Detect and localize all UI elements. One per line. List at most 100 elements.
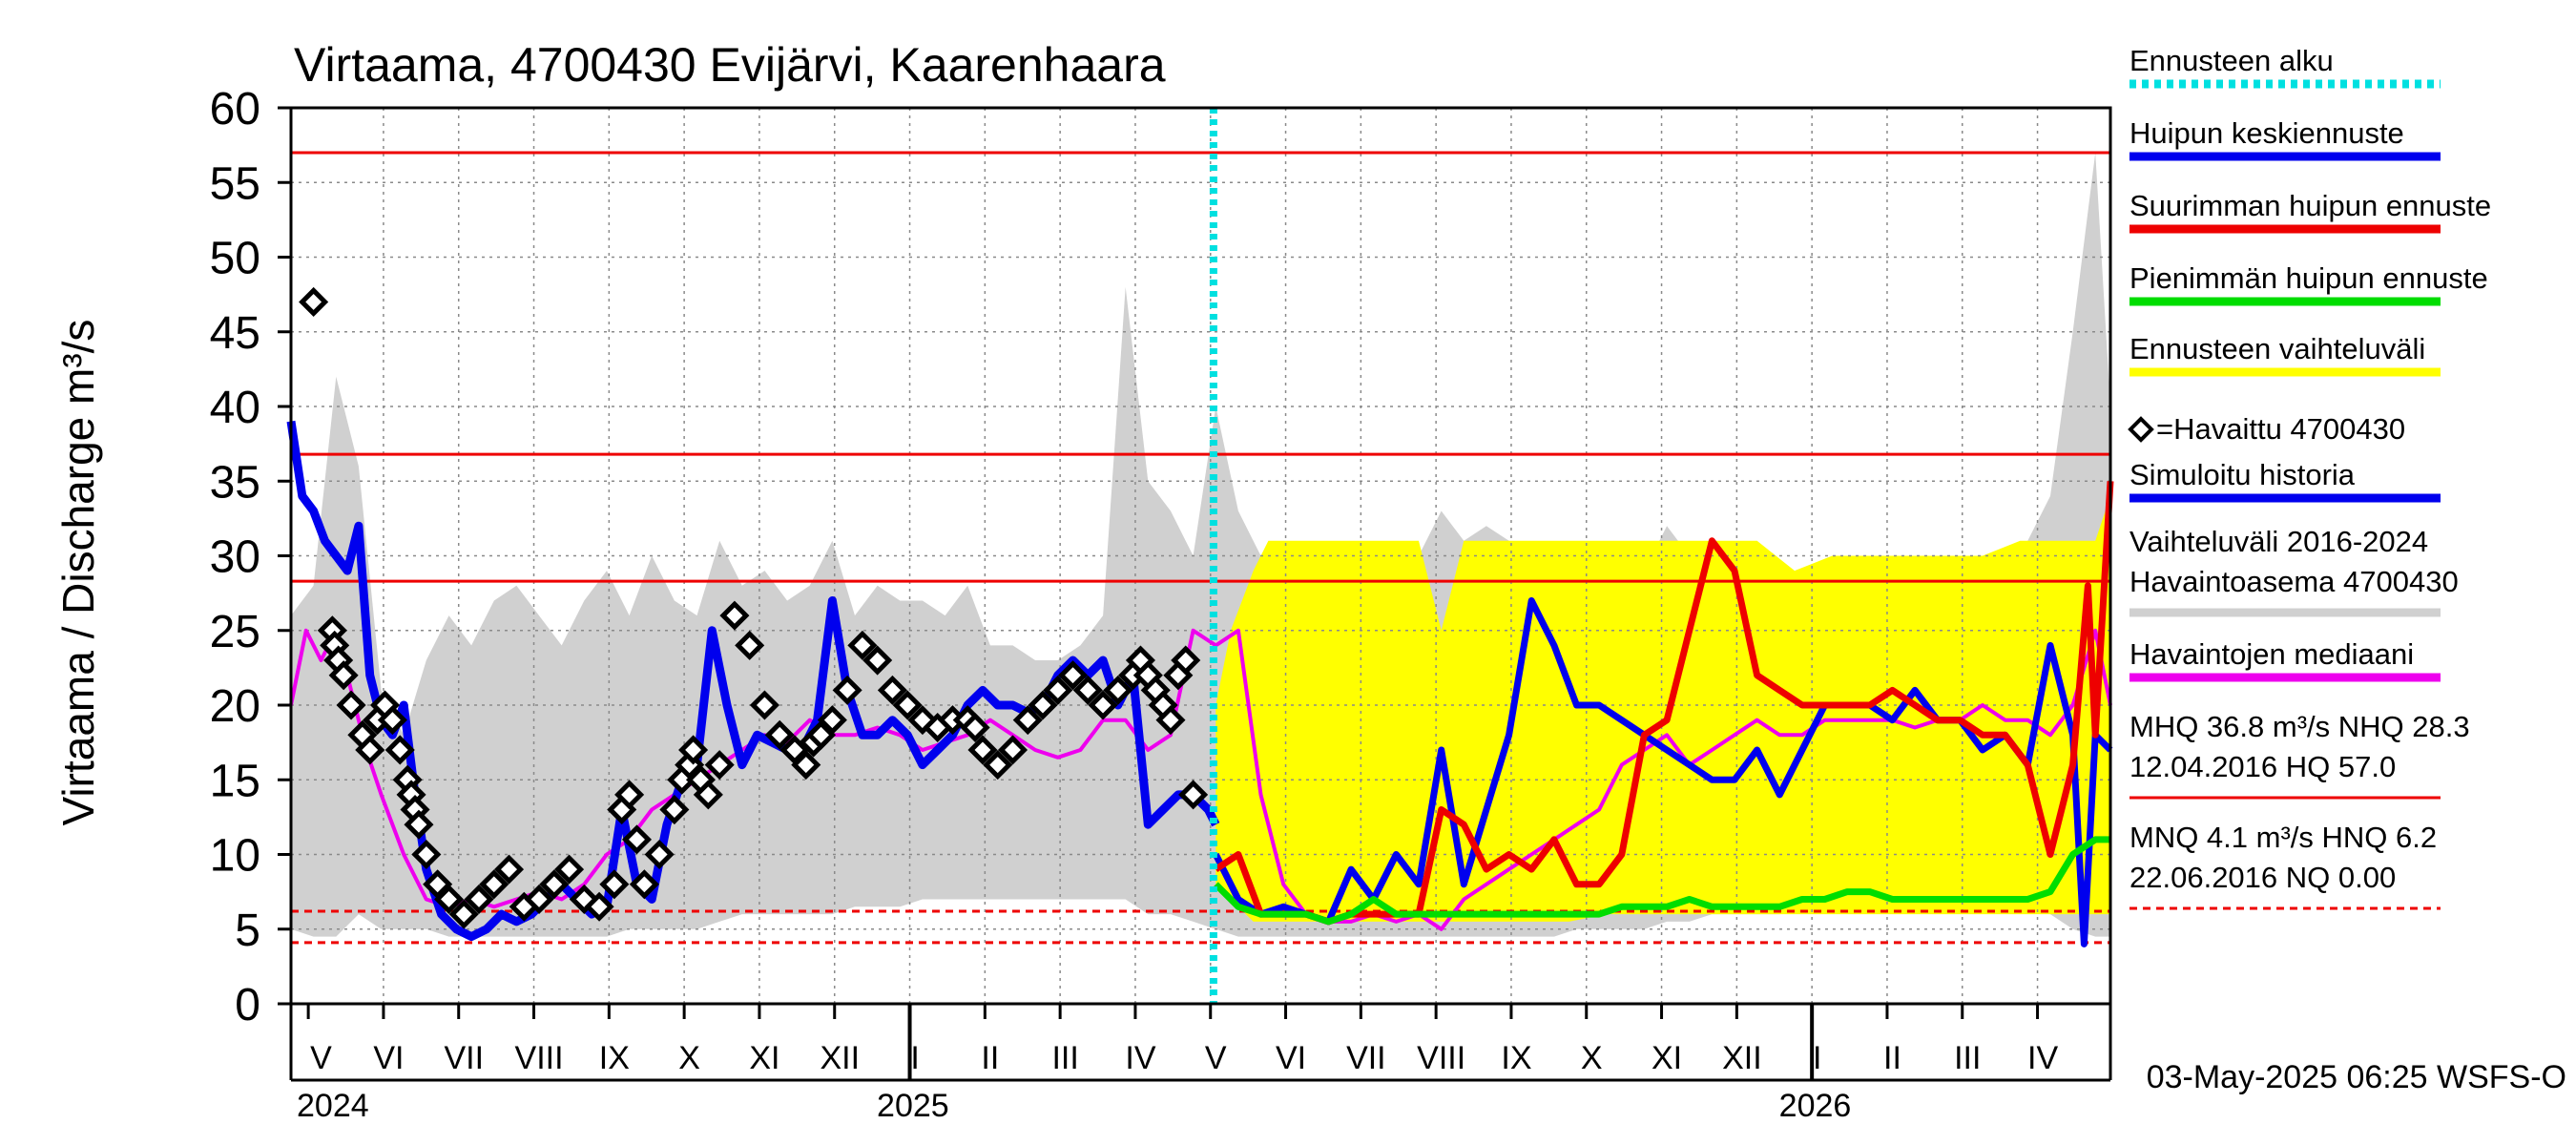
x-month-label-11: IV [1125, 1040, 1155, 1076]
observed-point-56 [907, 705, 938, 736]
observed-point-5 [336, 690, 366, 720]
observed-point-53 [862, 645, 893, 676]
x-month-label-12: V [1205, 1040, 1227, 1076]
observed-point-70 [1103, 675, 1133, 705]
observed-point-7 [355, 735, 385, 765]
observed-point-54 [877, 675, 907, 705]
x-month-label-7: XII [820, 1040, 860, 1076]
observed-point-10 [377, 705, 407, 736]
legend-label-0: Ennusteen alku [2129, 44, 2334, 77]
observed-point-4 [328, 660, 359, 691]
x-month-label-0: V [310, 1040, 332, 1076]
observed-point-15 [404, 809, 434, 840]
x-axis-ticks: V VI VII VIII IX X XI XII I II III IV V VI VII VIII IX X X… [297, 1004, 2058, 1124]
y-tick-label-3: 15 [210, 756, 260, 806]
observed-point-24 [524, 884, 554, 914]
series-line-4 [1213, 836, 2110, 926]
observed-point-45 [764, 719, 795, 750]
legend: Ennusteen alku Huipun keskiennuste Suurimm… [2128, 44, 2491, 910]
x-month-label-16: IX [1501, 1040, 1531, 1076]
y-tick-label-2: 10 [210, 831, 260, 882]
y-tick-label-12: 60 [210, 84, 260, 135]
x-month-label-21: II [1883, 1040, 1901, 1076]
observed-point-31 [614, 780, 645, 810]
observed-point-61 [967, 735, 998, 765]
observed-point-67 [1058, 660, 1089, 691]
chart-title: Virtaama, 4700430 Evijärvi, Kaarenhaara [294, 38, 1166, 92]
series-line-2 [1213, 597, 2113, 947]
observed-point-38 [678, 735, 709, 765]
y-tick-label-7: 35 [210, 457, 260, 508]
series-line-3 [1214, 481, 2114, 926]
observed-point-47 [791, 750, 821, 781]
observed-point-33 [629, 869, 659, 900]
x-month-label-5: X [678, 1040, 700, 1076]
timestamp-footer: 03-May-2025 06:25 WSFS-O [2147, 1059, 2566, 1095]
legend-label-4: Ennusteen vaihteluväli [2129, 332, 2425, 365]
observed-point-41 [704, 750, 735, 781]
y-tick-label-6: 30 [210, 532, 260, 583]
observed-point-55 [892, 690, 923, 720]
observed-point-11 [384, 735, 415, 765]
x-month-label-8: I [910, 1040, 919, 1076]
observed-point-26 [554, 854, 585, 885]
observed-point-52 [847, 630, 878, 660]
x-month-label-22: III [1954, 1040, 1981, 1076]
y-tick-label-1: 5 [235, 906, 260, 956]
x-month-label-14: VII [1346, 1040, 1386, 1076]
observed-point-35 [659, 795, 690, 825]
x-month-label-9: II [981, 1040, 999, 1076]
observed-point-25 [539, 869, 570, 900]
observed-point-65 [1028, 690, 1058, 720]
observed-point-51 [832, 675, 862, 705]
legend-label-6: Simuloitu historia [2129, 458, 2356, 491]
x-month-label-20: I [1813, 1040, 1821, 1076]
legend-label2-9: 12.04.2016 HQ 57.0 [2129, 750, 2396, 783]
x-month-label-17: X [1581, 1040, 1603, 1076]
observed-point-28 [584, 891, 614, 922]
x-year-label-2: 2026 [1779, 1088, 1852, 1124]
y-tick-label-11: 55 [210, 158, 260, 209]
observed-point-66 [1043, 675, 1073, 705]
legend-label-1: Huipun keskiennuste [2129, 116, 2404, 150]
x-month-label-23: IV [2027, 1040, 2058, 1076]
legend-label-2: Suurimman huipun ennuste [2129, 189, 2491, 222]
observed-point-19 [448, 899, 479, 929]
x-year-label-0: 2024 [297, 1088, 369, 1124]
grid-lines [291, 108, 2110, 1004]
x-month-label-4: IX [599, 1040, 630, 1076]
observed-point-69 [1088, 690, 1118, 720]
observed-point-42 [719, 600, 750, 631]
x-month-label-6: XI [749, 1040, 779, 1076]
observed-point-50 [817, 705, 847, 736]
observed-point-18 [433, 884, 465, 914]
observed-point-21 [479, 869, 509, 900]
observed-point-76 [1155, 705, 1186, 736]
legend-label2-10: 22.06.2016 NQ 0.00 [2129, 861, 2396, 894]
observed-point-68 [1072, 675, 1103, 705]
observed-point-63 [997, 735, 1028, 765]
observed-point-0 [299, 286, 329, 317]
observed-point-40 [693, 780, 723, 810]
legend-label-9: MHQ 36.8 m³/s NHQ 28.3 [2129, 710, 2470, 743]
x-year-label-1: 2025 [877, 1088, 949, 1124]
y-tick-label-5: 25 [210, 607, 260, 657]
observed-point-20 [464, 884, 494, 914]
x-month-label-18: XI [1652, 1040, 1682, 1076]
x-month-label-2: VII [444, 1040, 484, 1076]
observed-point-78 [1171, 645, 1201, 676]
x-month-label-13: VI [1276, 1040, 1306, 1076]
observed-point-64 [1012, 705, 1043, 736]
x-month-label-19: XII [1722, 1040, 1762, 1076]
legend-label-3: Pienimmän huipun ennuste [2129, 261, 2488, 295]
y-tick-label-0: 0 [235, 980, 260, 1030]
observed-point-29 [599, 869, 630, 900]
observed-point-60 [960, 712, 990, 743]
legend-label-8: Havaintojen mediaani [2129, 637, 2414, 671]
legend-label-7: Vaihteluväli 2016-2024 [2129, 525, 2428, 558]
observed-point-62 [983, 750, 1013, 781]
legend-label-5: =Havaittu 4700430 [2156, 412, 2405, 446]
x-month-label-3: VIII [515, 1040, 564, 1076]
observed-point-34 [644, 839, 675, 870]
